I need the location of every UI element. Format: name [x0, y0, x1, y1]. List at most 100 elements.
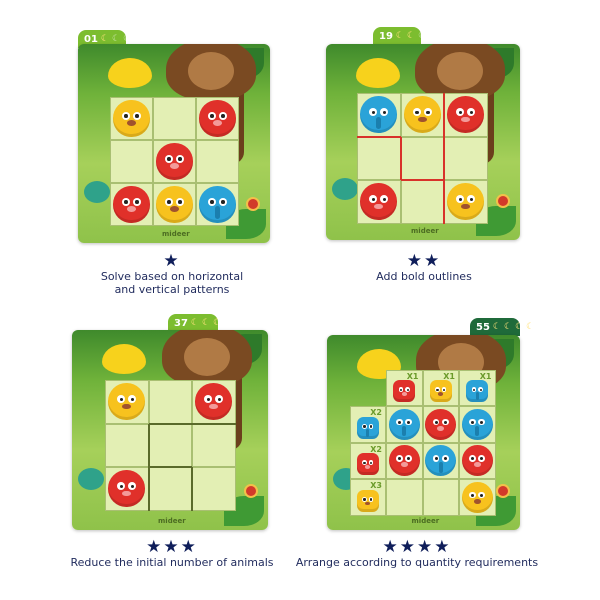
grid-cell[interactable] [148, 467, 192, 511]
eye-icon [423, 108, 432, 117]
level-tab: 01 ☾ ☾ ☾ ☾ [78, 30, 142, 48]
gorilla-face [184, 338, 230, 376]
grid-cell[interactable] [192, 467, 236, 511]
eye-icon [175, 197, 184, 206]
difficulty-stars: ★★ [406, 251, 442, 271]
banana-icon: ☾ [123, 34, 132, 44]
elephant-token[interactable] [360, 96, 397, 133]
leopard-token[interactable] [403, 96, 441, 133]
card-caption: Add bold outlines [294, 270, 554, 283]
elephant-token[interactable] [199, 186, 236, 223]
banana-icon: ☾ [202, 318, 211, 328]
requirement-count: X1 [443, 371, 455, 381]
banana-icon: ☾ [224, 318, 233, 328]
banana-bunch-icon [108, 58, 152, 88]
grid-cell[interactable] [196, 140, 239, 183]
grid-cell[interactable] [148, 423, 192, 467]
leopard-token[interactable] [429, 380, 452, 403]
bear-token[interactable] [156, 143, 193, 180]
bear-token[interactable] [108, 470, 145, 507]
bear-token[interactable] [113, 186, 150, 223]
grid-cell[interactable] [110, 140, 153, 183]
grid-cell[interactable] [357, 136, 401, 180]
bear-token[interactable] [199, 100, 236, 137]
banana-icon: ☾ [134, 34, 143, 44]
bold-outline [148, 422, 236, 425]
eye-icon [165, 197, 174, 206]
grid-cell[interactable] [400, 136, 444, 180]
bear-token[interactable] [195, 383, 232, 420]
eye-icon [405, 418, 413, 426]
eye-icon [380, 195, 389, 204]
nose-icon [213, 120, 222, 127]
elephant-token[interactable] [461, 408, 493, 440]
banana-icon: ☾ [407, 31, 416, 41]
grid-cell[interactable] [148, 380, 192, 424]
eye-icon [405, 455, 413, 462]
bear-token[interactable] [393, 380, 416, 403]
eye-icon [175, 154, 184, 163]
trunk-icon [475, 392, 479, 401]
bold-outline [191, 467, 193, 511]
banana-icon: ☾ [213, 318, 222, 328]
grid-cell[interactable] [192, 423, 236, 467]
eye-icon [412, 108, 421, 117]
eye-icon [478, 418, 486, 426]
brand-logo: mideer [162, 230, 190, 238]
nose-icon [209, 403, 219, 410]
eye-icon [128, 482, 137, 491]
chameleon-illustration [84, 181, 110, 203]
eye-icon [432, 418, 440, 426]
eye-icon [471, 387, 477, 393]
gorilla-illustration [166, 44, 256, 100]
eye-icon [432, 455, 440, 462]
trunk-icon [214, 206, 220, 219]
elephant-token[interactable] [388, 408, 420, 440]
eye-icon [208, 111, 217, 120]
eye-icon [122, 197, 131, 206]
leopard-token[interactable] [447, 183, 484, 220]
eye-icon [204, 395, 213, 404]
caption-line: Arrange according to quantity requiremen… [295, 556, 539, 569]
grid-cell[interactable] [422, 479, 459, 516]
elephant-token[interactable] [356, 416, 379, 439]
bear-token[interactable] [425, 408, 457, 440]
nose-icon [461, 116, 471, 123]
bear-token[interactable] [356, 453, 379, 476]
grid-cell[interactable] [386, 479, 423, 516]
eye-icon [405, 387, 410, 393]
nose-icon [365, 465, 371, 469]
level-number: 19 [379, 30, 393, 42]
nose-icon [127, 120, 136, 127]
banana-icon: ☾ [100, 34, 109, 44]
leopard-token[interactable] [461, 481, 493, 513]
trunk-icon [402, 425, 407, 437]
leopard-token[interactable] [108, 383, 145, 420]
bear-token[interactable] [388, 445, 420, 477]
elephant-token[interactable] [466, 380, 489, 403]
elephant-token[interactable] [425, 445, 457, 477]
bear-token[interactable] [447, 96, 484, 133]
eye-icon [368, 423, 374, 429]
grid-cell[interactable] [105, 423, 149, 467]
trunk-icon [438, 462, 443, 473]
snail-icon [496, 194, 510, 208]
eye-icon [456, 108, 465, 117]
leopard-token[interactable] [356, 489, 379, 512]
nose-icon [374, 203, 384, 210]
nose-icon [170, 206, 179, 213]
leopard-token[interactable] [113, 100, 150, 137]
grid-cell[interactable] [400, 180, 444, 224]
leopard-token[interactable] [156, 186, 193, 223]
nose-icon [401, 392, 407, 396]
eye-icon [467, 195, 476, 204]
caption-line: Add bold outlines [376, 270, 472, 283]
grid-cell[interactable] [444, 136, 488, 180]
bear-token[interactable] [461, 445, 493, 477]
grid-cell[interactable] [153, 97, 196, 140]
bear-token[interactable] [360, 183, 397, 220]
brand-logo: mideer [411, 227, 439, 235]
gorilla-illustration [162, 330, 252, 386]
bold-outline [399, 136, 402, 180]
eye-icon [441, 387, 447, 393]
